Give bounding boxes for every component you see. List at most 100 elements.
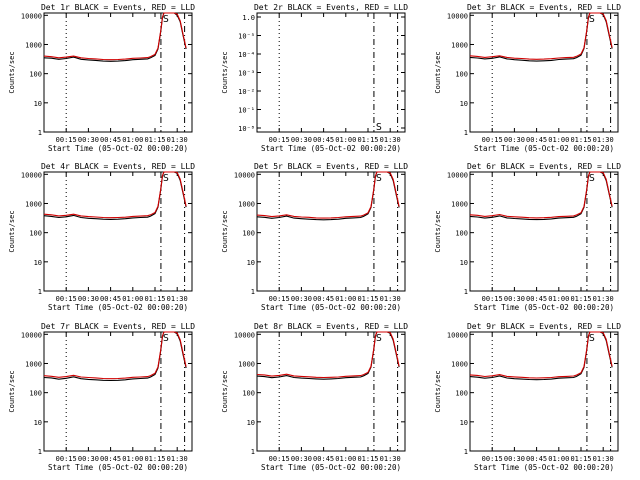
- marker-label: S: [589, 14, 595, 25]
- x-tick-label: 00:15: [56, 295, 77, 303]
- x-axis-label: Start Time (05-Oct-02 00:00:20): [48, 144, 188, 153]
- x-tick-label: 00:15: [482, 295, 503, 303]
- x-tick-label: 01:00: [122, 295, 143, 303]
- y-tick-label: 1: [464, 129, 468, 137]
- x-axis-label: Start Time (05-Oct-02 00:00:20): [474, 144, 614, 153]
- y-tick-label: 10: [34, 259, 42, 267]
- y-tick-label: 10000: [447, 331, 468, 339]
- y-tick-label: 1.0: [242, 14, 255, 22]
- x-tick-label: 01:30: [167, 295, 188, 303]
- lld-series-line: [43, 171, 187, 219]
- x-tick-label: 00:15: [269, 136, 290, 144]
- lld-series-line: [256, 171, 400, 219]
- y-tick-label: 100: [29, 230, 42, 238]
- marker-label: S: [589, 173, 595, 184]
- x-tick-label: 01:00: [548, 295, 569, 303]
- y-tick-label: 10⁻⁵: [238, 33, 255, 41]
- y-tick-label: 10000: [447, 12, 468, 20]
- panel-title: Det 5r BLACK = Events, RED = LLD: [254, 162, 408, 171]
- x-axis-label: Start Time (05-Oct-02 00:00:20): [474, 463, 614, 472]
- x-tick-label: 01:15: [570, 295, 591, 303]
- plot-frame: [256, 331, 406, 452]
- x-tick-label: 01:30: [380, 455, 401, 463]
- panel-title: Det 4r BLACK = Events, RED = LLD: [41, 162, 195, 171]
- x-axis-label: Start Time (05-Oct-02 00:00:20): [261, 303, 401, 312]
- y-tick-label: 1: [251, 448, 255, 456]
- marker-label: S: [376, 122, 382, 133]
- y-tick-label: 1: [38, 448, 42, 456]
- x-tick-label: 01:00: [335, 295, 356, 303]
- x-tick-label: 00:15: [482, 455, 503, 463]
- x-tick-label: 01:15: [144, 295, 165, 303]
- x-tick-label: 01:30: [167, 136, 188, 144]
- y-tick-label: 100: [242, 230, 255, 238]
- y-tick-label: 1000: [451, 360, 468, 368]
- y-axis-label: Counts/sec: [8, 370, 16, 412]
- y-axis-label: Counts/sec: [8, 51, 16, 93]
- x-tick-label: 00:30: [78, 136, 99, 144]
- y-tick-label: 10: [460, 419, 468, 427]
- x-axis-label: Start Time (05-Oct-02 00:00:20): [48, 463, 188, 472]
- y-tick-label: 10000: [21, 331, 42, 339]
- panel-title: Det 2r BLACK = Events, RED = LLD: [254, 3, 408, 12]
- panel-5: Det 5r BLACK = Events, RED = LLD 1 10 100 10…: [221, 162, 408, 312]
- lld-series-line: [43, 12, 187, 61]
- y-tick-label: 10: [34, 419, 42, 427]
- y-tick-label: 10⁻⁸: [238, 125, 255, 133]
- panel-title: Det 3r BLACK = Events, RED = LLD: [467, 3, 621, 12]
- panel-3: Det 3r BLACK = Events, RED = LLD 1 10 100 10…: [434, 3, 621, 153]
- y-tick-label: 10⁻³: [238, 70, 255, 78]
- y-tick-label: 1: [251, 288, 255, 296]
- y-axis-label: Counts/sec: [221, 51, 229, 93]
- y-tick-label: 1000: [25, 200, 42, 208]
- x-tick-label: 00:30: [78, 295, 99, 303]
- plot-frame: [43, 331, 193, 452]
- marker-label: S: [376, 333, 382, 344]
- x-tick-label: 00:30: [504, 455, 525, 463]
- panel-4: Det 4r BLACK = Events, RED = LLD 1 10 100 10…: [8, 162, 195, 312]
- y-tick-label: 1000: [451, 200, 468, 208]
- x-tick-label: 01:30: [593, 136, 614, 144]
- y-tick-label: 10000: [447, 171, 468, 179]
- y-axis-label: Counts/sec: [434, 370, 442, 412]
- y-tick-label: 10: [460, 100, 468, 108]
- y-tick-label: 10⁻²: [238, 88, 255, 96]
- panel-2: Det 2r BLACK = Events, RED = LLD 1.0 10⁻⁵ 1…: [221, 3, 408, 153]
- x-tick-label: 01:15: [357, 136, 378, 144]
- panel-title: Det 9r BLACK = Events, RED = LLD: [467, 322, 621, 331]
- y-tick-label: 1000: [238, 200, 255, 208]
- plot-frame: [256, 171, 406, 292]
- x-tick-label: 01:00: [122, 455, 143, 463]
- lld-series-line: [469, 12, 613, 60]
- x-tick-label: 01:00: [122, 136, 143, 144]
- x-tick-label: 01:15: [570, 136, 591, 144]
- x-tick-label: 01:30: [593, 455, 614, 463]
- x-axis-label: Start Time (05-Oct-02 00:00:20): [261, 463, 401, 472]
- x-tick-label: 00:45: [313, 295, 334, 303]
- plot-frame: [469, 331, 619, 452]
- marker-label: S: [376, 173, 382, 184]
- marker-label: S: [163, 14, 169, 25]
- panel-9: Det 9r BLACK = Events, RED = LLD 1 10 100 10…: [434, 322, 621, 472]
- x-tick-label: 01:30: [380, 136, 401, 144]
- plot-frame: [469, 12, 619, 133]
- x-tick-label: 01:30: [380, 295, 401, 303]
- x-tick-label: 01:15: [144, 455, 165, 463]
- marker-label: S: [589, 333, 595, 344]
- y-tick-label: 1: [464, 288, 468, 296]
- panel-8: Det 8r BLACK = Events, RED = LLD 1 10 100 10…: [221, 322, 408, 472]
- y-tick-label: 10: [247, 259, 255, 267]
- y-tick-label: 100: [29, 71, 42, 79]
- x-tick-label: 00:45: [526, 295, 547, 303]
- x-tick-label: 01:15: [570, 455, 591, 463]
- lld-series-line: [256, 331, 400, 379]
- lld-series-line: [43, 331, 187, 380]
- x-tick-label: 00:30: [291, 455, 312, 463]
- x-tick-label: 00:15: [269, 295, 290, 303]
- y-tick-label: 10⁻⁴: [238, 51, 255, 59]
- panel-title: Det 1r BLACK = Events, RED = LLD: [41, 3, 195, 12]
- y-tick-label: 10: [460, 259, 468, 267]
- plot-frame: [43, 12, 193, 133]
- y-tick-label: 100: [455, 390, 468, 398]
- y-tick-label: 10: [34, 100, 42, 108]
